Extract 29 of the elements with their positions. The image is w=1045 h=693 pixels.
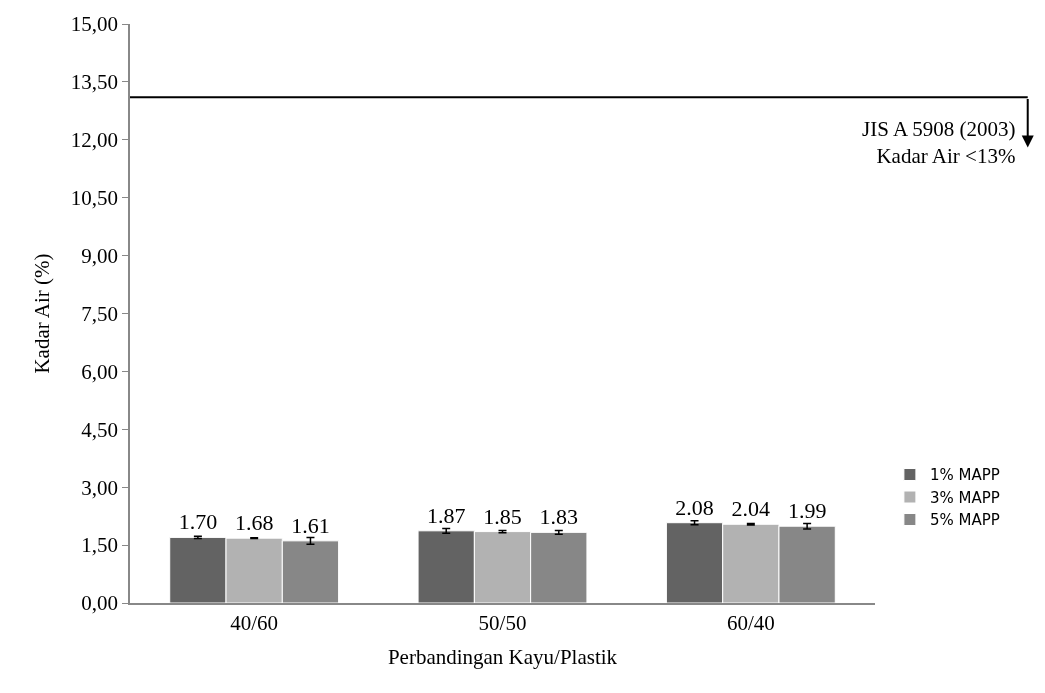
x-tick-label: 50/50	[478, 610, 527, 635]
y-tick-label: 6,00	[81, 359, 119, 384]
y-tick-label: 12,00	[70, 128, 119, 153]
y-tick-label: 4,50	[81, 417, 119, 442]
legend-label: 3% MAPP	[929, 488, 1000, 507]
data-label: 1.87	[426, 502, 466, 528]
x-tick-label: 60/40	[726, 610, 775, 635]
data-label: 1.70	[178, 509, 218, 535]
data-label: 1.61	[291, 512, 330, 538]
data-label: 1.83	[539, 504, 579, 530]
y-tick-label: 1,50	[81, 533, 119, 558]
x-axis-title: Perbandingan Kayu/Plastik	[387, 644, 618, 669]
data-label: 2.04	[731, 496, 771, 522]
y-axis-title: Kadar Air (%)	[30, 253, 55, 374]
data-label: 2.08	[675, 494, 714, 520]
y-tick-label: 0,00	[81, 591, 119, 616]
y-tick-label: 13,50	[70, 70, 119, 95]
data-label: 1.68	[234, 510, 274, 536]
legend-label: 1% MAPP	[929, 466, 1000, 485]
data-label: 1.99	[787, 498, 827, 524]
y-tick-label: 3,00	[81, 475, 119, 500]
y-tick-label: 9,00	[81, 243, 119, 268]
data-label: 1.85	[483, 503, 522, 529]
legend-label: 5% MAPP	[929, 511, 1000, 530]
y-tick-label: 10,50	[70, 186, 119, 211]
y-tick-label: 7,50	[81, 301, 119, 326]
x-tick-label: 40/60	[230, 610, 279, 635]
y-tick-label: 15,00	[70, 12, 119, 37]
ref-line-label: JIS A 5908 (2003) Kadar Air <13%	[862, 117, 1016, 169]
